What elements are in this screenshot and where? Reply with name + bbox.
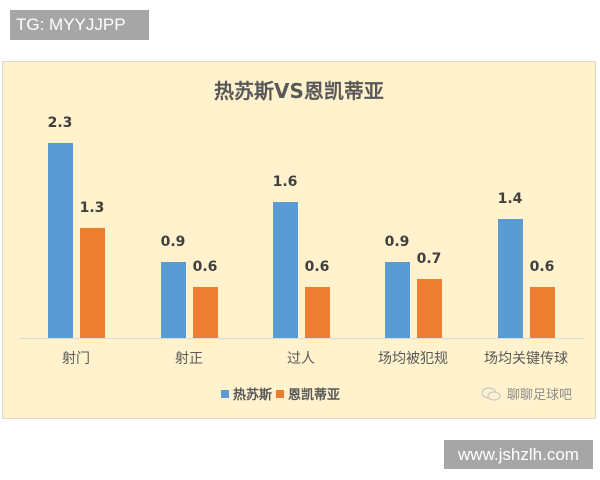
- bar-series-0: [160, 262, 186, 338]
- data-label: 1.4: [497, 191, 523, 207]
- legend-item-series-0: 热苏斯: [221, 384, 272, 403]
- watermark-bottom: www.jshzlh.com: [444, 440, 593, 469]
- data-label: 0.6: [529, 259, 555, 275]
- data-label: 2.3: [47, 115, 73, 131]
- chart-title: 热苏斯VS恩凯蒂亚: [214, 79, 384, 103]
- branding: 聊聊足球吧: [481, 384, 572, 403]
- data-label: 0.6: [304, 259, 330, 275]
- legend-swatch-orange: [276, 389, 285, 398]
- category-label: 射正: [175, 351, 203, 367]
- plot-area: 2.3 1.3 射门 0.9 0.6 射正 1.6 0.6 过人 0.9 0.7 场均被犯规 1.4 0.…: [3, 62, 595, 418]
- data-label: 0.6: [192, 259, 218, 275]
- data-label: 0.7: [416, 251, 442, 267]
- data-label: 1.3: [79, 200, 105, 216]
- bar-series-0: [272, 202, 298, 338]
- legend-label: 热苏斯: [233, 388, 273, 403]
- wechat-icon: [481, 386, 501, 401]
- category-label: 场均被犯规: [378, 351, 448, 367]
- x-axis-line: [19, 338, 584, 339]
- bar-series-0: [47, 143, 73, 338]
- data-label: 0.9: [384, 234, 410, 250]
- bar-series-1: [192, 287, 218, 338]
- category-label: 射门: [62, 351, 90, 367]
- watermark-top: TG: MYYJJPP: [10, 10, 149, 40]
- legend-label: 恩凯蒂亚: [288, 388, 341, 403]
- data-label: 0.9: [160, 234, 186, 250]
- legend-swatch-blue: [221, 389, 229, 398]
- chart-panel: 热苏斯VS恩凯蒂亚 2.3 1.3 射门 0.9 0.6 射正 1.6 0.6 过人 0.9 0.7…: [2, 61, 596, 419]
- data-label: 1.6: [272, 174, 298, 190]
- bar-series-1: [529, 287, 555, 338]
- bar-series-1: [304, 287, 330, 338]
- bar-series-0: [497, 219, 523, 338]
- legend: 热苏斯 恩凯蒂亚: [221, 384, 344, 403]
- category-label: 场均关键传球: [484, 351, 568, 367]
- branding-text: 聊聊足球吧: [507, 388, 573, 403]
- bar-series-1: [79, 228, 105, 338]
- legend-item-series-1: 恩凯蒂亚: [276, 384, 340, 403]
- category-label: 过人: [287, 351, 315, 367]
- bar-series-1: [416, 279, 442, 338]
- bar-series-0: [384, 262, 410, 338]
